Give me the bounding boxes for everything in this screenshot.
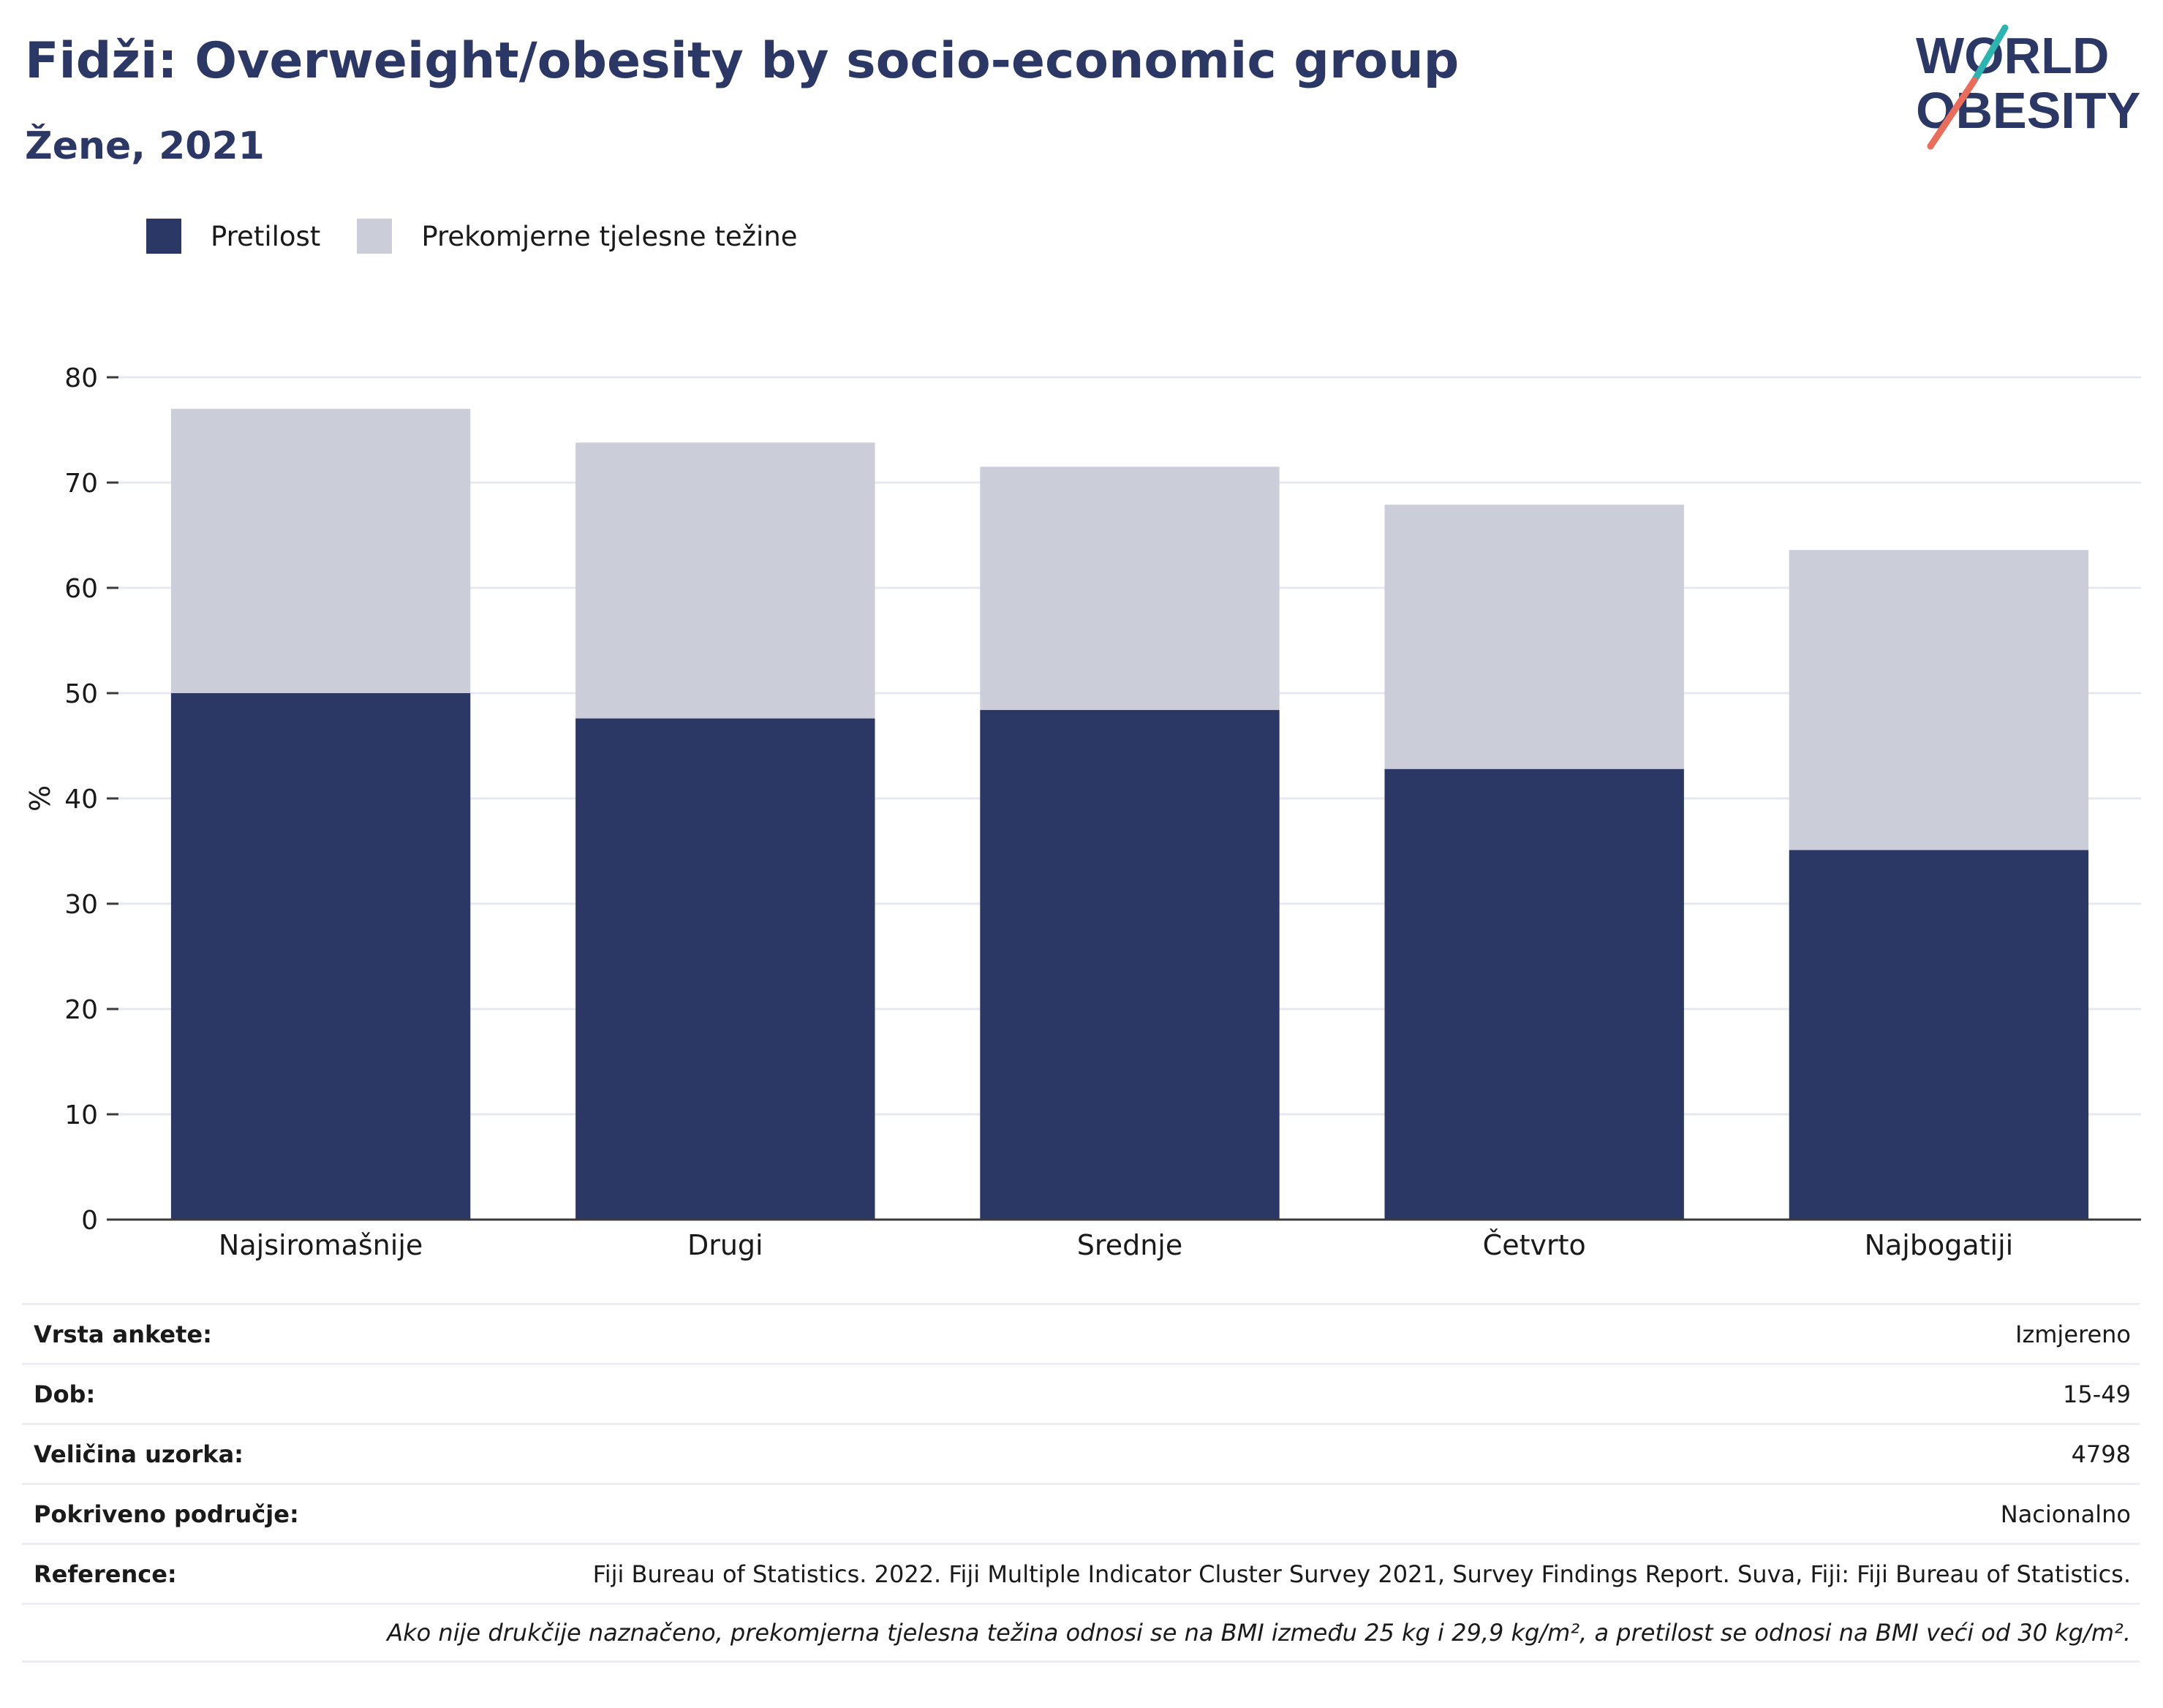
meta-row-coverage: Pokriveno područje: Nacionalno bbox=[22, 1483, 2140, 1543]
meta-label-survey-type: Vrsta ankete: bbox=[34, 1320, 212, 1348]
meta-label-coverage: Pokriveno područje: bbox=[34, 1500, 299, 1528]
logo-word-world: WORLD bbox=[1916, 27, 2109, 84]
bar-overweight-0 bbox=[170, 409, 471, 693]
survey-info-table: Vrsta ankete: Izmjereno Dob: 15-49 Velič… bbox=[22, 1303, 2140, 1663]
ytick-label-20: 20 bbox=[64, 995, 98, 1025]
xtick-label-0: Najsiromašnije bbox=[219, 1229, 423, 1261]
meta-value-sample-size: 4798 bbox=[2071, 1440, 2131, 1468]
logo-slash-coral bbox=[1927, 77, 1978, 150]
meta-value-reference: Fiji Bureau of Statistics. 2022. Fiji Mu… bbox=[592, 1560, 2131, 1588]
legend-swatch-obesity bbox=[146, 219, 181, 254]
ytick-label-30: 30 bbox=[64, 890, 98, 920]
meta-label-sample-size: Veličina uzorka: bbox=[34, 1440, 244, 1468]
ytick-label-40: 40 bbox=[64, 785, 98, 815]
logo-word-obesity: OBESITY bbox=[1916, 82, 2140, 139]
bar-obesity-1 bbox=[575, 718, 875, 1220]
logo-slash-teal bbox=[1971, 24, 2009, 84]
legend-label-obesity: Pretilost bbox=[211, 220, 321, 252]
meta-value-age: 15-49 bbox=[2063, 1380, 2131, 1408]
legend-item-overweight[interactable]: Prekomjerne tjelesne težine bbox=[357, 219, 798, 254]
meta-row-reference: Reference: Fiji Bureau of Statistics. 20… bbox=[22, 1543, 2140, 1603]
xtick-label-1: Drugi bbox=[687, 1229, 763, 1261]
ytick-label-60: 60 bbox=[64, 574, 98, 604]
xtick-label-2: Srednje bbox=[1077, 1229, 1182, 1261]
bar-obesity-4 bbox=[1789, 850, 2089, 1220]
bar-obesity-0 bbox=[170, 693, 471, 1220]
stacked-bar-chart: 0 10 20 30 40 50 60 70 80% Najsiromašnije Drugi Sre… bbox=[24, 363, 2141, 1261]
chart-legend: Pretilost Prekomjerne tjelesne težine bbox=[146, 216, 834, 256]
legend-label-overweight: Prekomjerne tjelesne težine bbox=[421, 220, 798, 252]
ytick-label-80: 80 bbox=[64, 363, 98, 393]
bar-overweight-3 bbox=[1384, 505, 1684, 769]
bar-overweight-1 bbox=[575, 442, 875, 719]
meta-row-definition-note: Ako nije drukčije naznačeno, prekomjerna… bbox=[22, 1603, 2140, 1663]
legend-item-obesity[interactable]: Pretilost bbox=[146, 219, 320, 254]
meta-value-survey-type: Izmjereno bbox=[2015, 1320, 2131, 1348]
meta-row-age: Dob: 15-49 bbox=[22, 1363, 2140, 1423]
ytick-label-0: 0 bbox=[81, 1206, 98, 1236]
meta-row-survey-type: Vrsta ankete: Izmjereno bbox=[22, 1303, 2140, 1363]
meta-value-coverage: Nacionalno bbox=[2000, 1500, 2131, 1528]
xtick-label-4: Najbogatiji bbox=[1865, 1229, 2014, 1261]
definition-note: Ako nije drukčije naznačeno, prekomjerna… bbox=[387, 1619, 2131, 1647]
meta-row-sample-size: Veličina uzorka: 4798 bbox=[22, 1423, 2140, 1483]
ytick-label-70: 70 bbox=[64, 469, 98, 499]
chart-subtitle: Žene, 2021 bbox=[25, 124, 265, 168]
chart-title: Fidži: Overweight/obesity by socio-econo… bbox=[25, 32, 1460, 90]
bar-overweight-2 bbox=[980, 466, 1280, 711]
bar-obesity-2 bbox=[980, 710, 1280, 1220]
ytick-label-10: 10 bbox=[64, 1100, 98, 1130]
xtick-label-3: Četvrto bbox=[1483, 1229, 1586, 1261]
meta-label-age: Dob: bbox=[34, 1380, 96, 1408]
meta-label-reference: Reference: bbox=[34, 1560, 177, 1588]
world-obesity-logo: WORLD OBESITY bbox=[1916, 24, 2140, 150]
bar-obesity-3 bbox=[1384, 768, 1684, 1220]
bar-overweight-4 bbox=[1789, 550, 2089, 850]
y-axis-label: % bbox=[24, 785, 56, 812]
ytick-label-50: 50 bbox=[64, 679, 98, 709]
legend-swatch-overweight bbox=[357, 219, 393, 254]
